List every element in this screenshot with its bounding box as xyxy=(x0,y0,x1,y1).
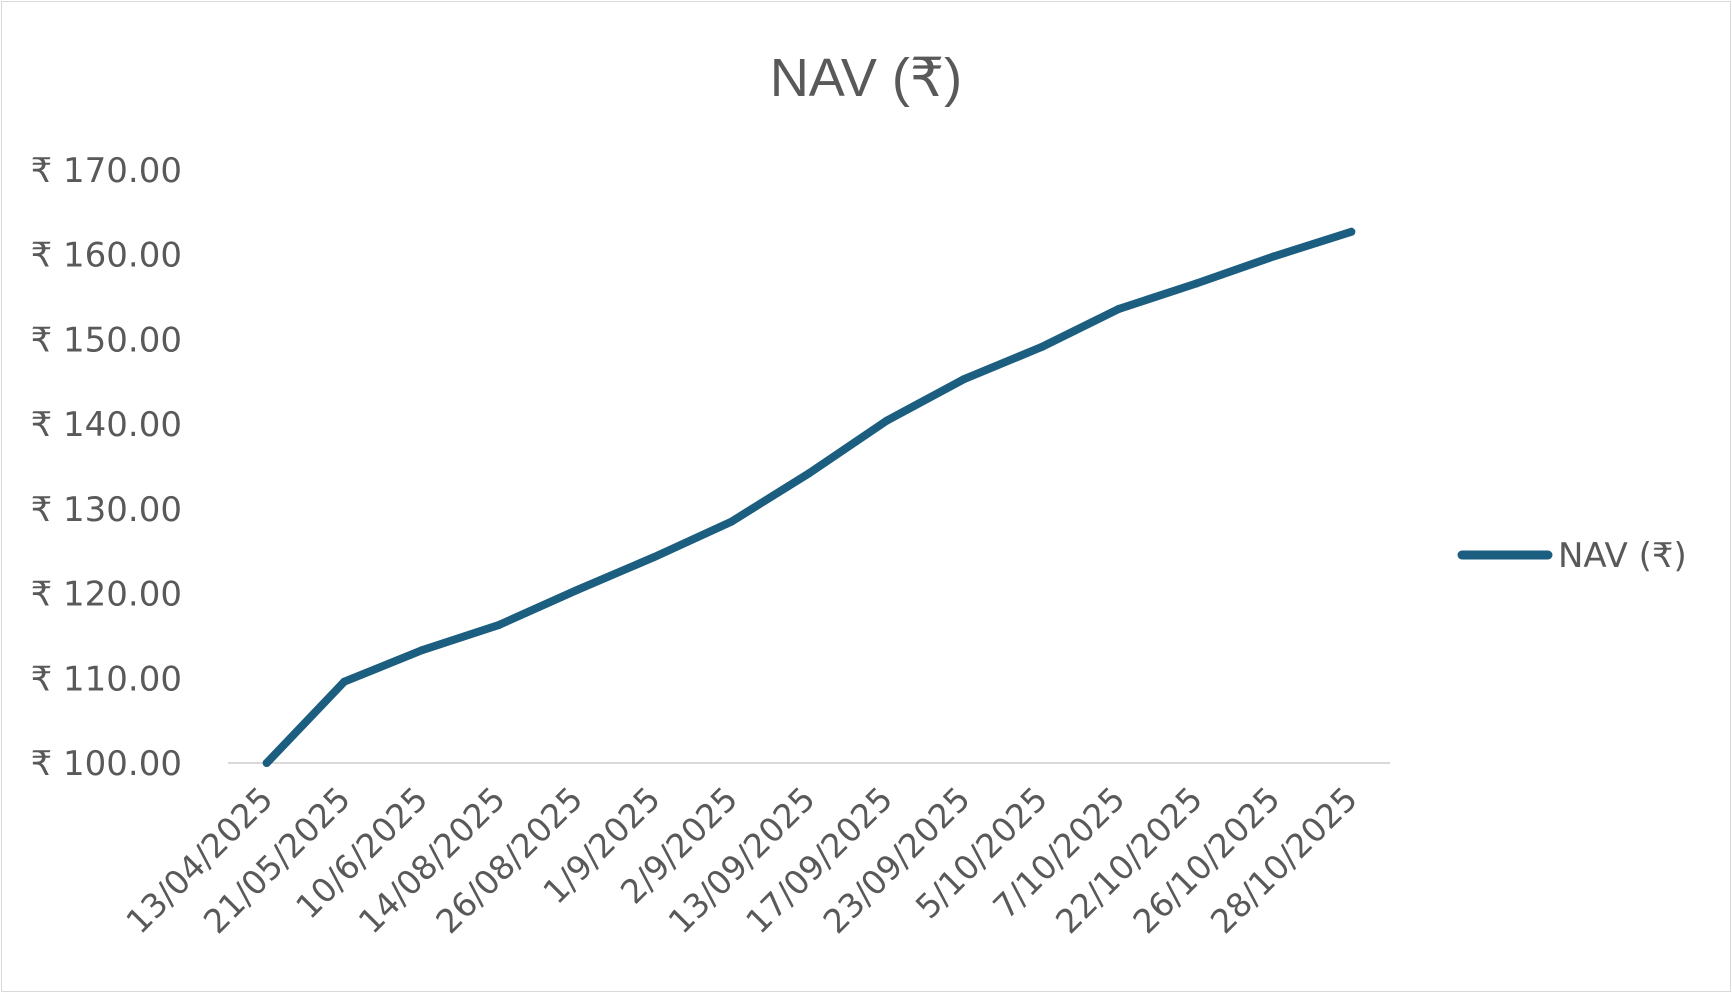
y-tick-label: ₹ 170.00 xyxy=(31,151,182,191)
y-tick-label: ₹ 110.00 xyxy=(31,659,182,699)
series-group xyxy=(262,227,1356,767)
data-point xyxy=(1192,279,1201,288)
y-tick-label: ₹ 160.00 xyxy=(31,236,182,276)
legend: NAV (₹) xyxy=(1457,536,1687,576)
data-point xyxy=(417,646,426,655)
data-point xyxy=(1037,343,1046,352)
data-point xyxy=(262,759,271,767)
y-tick-label: ₹ 130.00 xyxy=(31,490,182,530)
y-tick-label: ₹ 100.00 xyxy=(31,744,182,784)
legend-label: NAV (₹) xyxy=(1558,536,1687,576)
series-line-nav xyxy=(262,227,1356,767)
y-tick-label: ₹ 150.00 xyxy=(31,320,182,360)
y-tick-label: ₹ 140.00 xyxy=(31,405,182,445)
chart-title: NAV (₹) xyxy=(770,48,962,108)
y-tick-label: ₹ 120.00 xyxy=(31,575,182,615)
data-point xyxy=(340,677,349,686)
data-point xyxy=(1114,304,1123,313)
data-point xyxy=(1347,227,1356,236)
data-point xyxy=(805,469,813,478)
data-point xyxy=(650,553,659,562)
data-point xyxy=(882,416,891,425)
y-axis-ticks: ₹ 100.00 ₹ 110.00 ₹ 120.00 ₹ 130.00 ₹ 140.00… xyxy=(31,151,182,784)
data-point xyxy=(495,620,504,629)
x-axis-ticks: 13/04/202521/05/202510/6/202514/08/20252… xyxy=(118,779,1365,941)
data-point xyxy=(959,375,968,384)
data-point xyxy=(572,586,581,595)
data-point xyxy=(1269,252,1278,261)
data-point xyxy=(727,517,736,526)
